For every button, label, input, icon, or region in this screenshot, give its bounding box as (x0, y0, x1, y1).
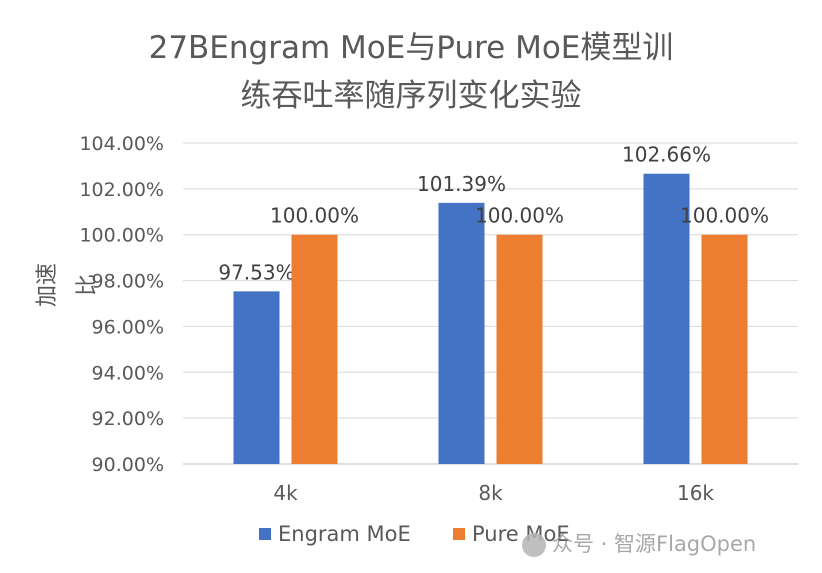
wechat-logo-icon (522, 533, 546, 557)
y-tick-label: 98.00% (92, 271, 164, 293)
bar-engram-moe (438, 202, 485, 464)
data-label: 100.00% (475, 204, 564, 228)
watermark: 众号 · 智源FlagOpen (522, 528, 756, 558)
legend-swatch (259, 528, 271, 540)
bar-pure-moe (701, 234, 748, 464)
x-tick-label: 16k (677, 481, 714, 505)
data-label: 102.66% (622, 143, 711, 167)
bar-pure-moe (496, 234, 543, 464)
y-tick-label: 102.00% (79, 179, 164, 201)
legend-label: Pure MoE (472, 522, 570, 546)
y-tick-label: 90.00% (92, 454, 164, 476)
bar-engram-moe (643, 173, 690, 464)
legend-label: Engram MoE (278, 522, 411, 546)
chart-title-line-2: 练吞吐率随序列变化实验 (240, 78, 582, 114)
data-label: 100.00% (680, 204, 769, 228)
data-label: 101.39% (417, 172, 506, 196)
bar-engram-moe (233, 291, 280, 464)
chart-title-line-1: 27BEngram MoE与Pure MoE模型训 (148, 30, 674, 66)
x-tick-label: 4k (273, 481, 298, 505)
x-tick-label: 8k (478, 481, 503, 505)
watermark-text: 众号 · 智源FlagOpen (552, 532, 757, 556)
data-label: 100.00% (270, 204, 359, 228)
y-tick-label: 100.00% (79, 225, 164, 247)
y-tick-label: 94.00% (92, 362, 164, 384)
bar-pure-moe (291, 234, 338, 464)
data-label: 97.53% (218, 260, 294, 284)
y-tick-label: 96.00% (92, 316, 164, 338)
y-tick-label: 104.00% (79, 133, 164, 155)
legend-swatch (453, 528, 465, 540)
y-tick-label: 92.00% (92, 408, 164, 430)
